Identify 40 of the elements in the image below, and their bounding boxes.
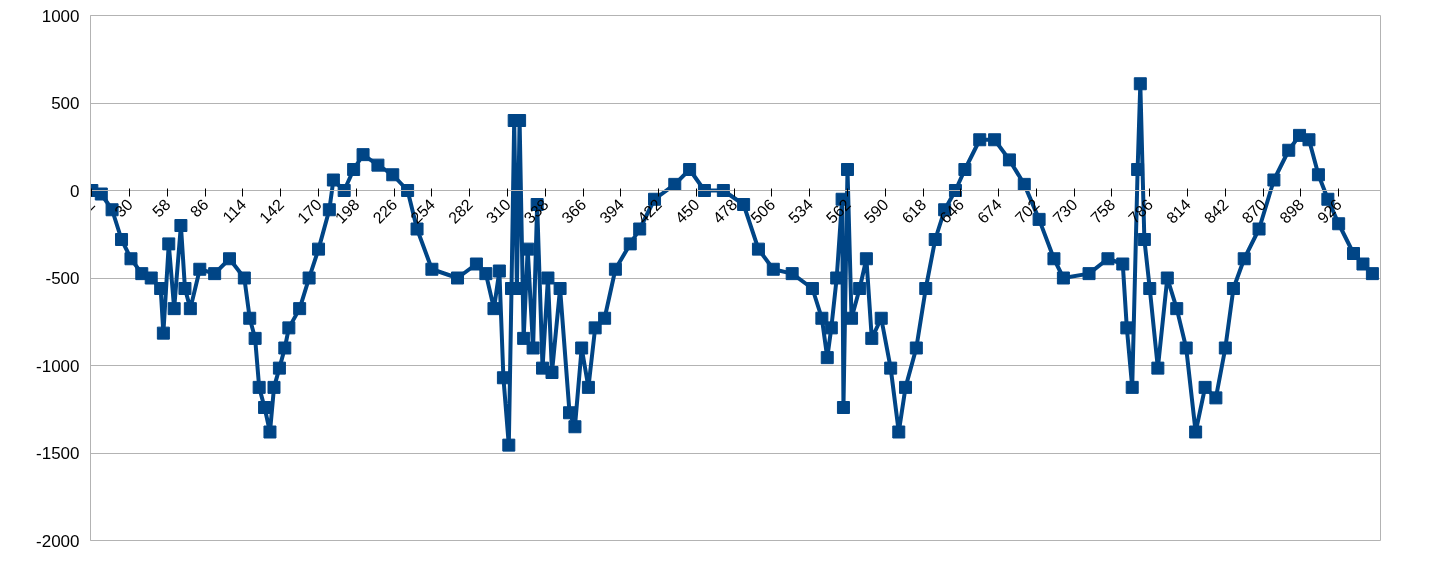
x-tick-label: 814: [1163, 195, 1194, 227]
x-tick-label: 30: [111, 195, 137, 221]
x-tick-label: 562: [822, 195, 854, 227]
x-tick-label: 114: [219, 195, 250, 226]
x-tick-label: 170: [294, 195, 325, 227]
x-tick-label: 282: [445, 195, 477, 227]
x-tick-label: 338: [520, 195, 552, 227]
x-tick-label: 758: [1087, 195, 1119, 227]
y-tick-label: 0: [70, 181, 80, 201]
x-tick-label: 674: [974, 195, 1006, 227]
x-tick-label: 394: [596, 195, 628, 227]
x-tick-label: 898: [1276, 195, 1308, 227]
x-tick-label: 450: [671, 195, 703, 227]
x-tick-label: 590: [860, 195, 892, 227]
y-tick-label: -2000: [36, 531, 80, 551]
y-tick-label: 500: [51, 94, 80, 113]
x-tick-label: 226: [369, 195, 401, 227]
x-tick-label: 506: [747, 195, 779, 227]
x-tick-label: 646: [936, 195, 968, 227]
x-tick-label: 310: [482, 195, 514, 227]
x-tick-label: 842: [1200, 195, 1232, 227]
x-tick-label: 730: [1049, 195, 1081, 227]
y-tick-label: 1000: [41, 6, 80, 26]
x-tick-label: 58: [149, 195, 174, 221]
x-tick-label: 926: [1314, 195, 1346, 227]
x-tick-label: 702: [1011, 195, 1043, 227]
x-tick-label: 254: [407, 195, 439, 227]
y-tick-label: -1000: [36, 356, 80, 376]
x-tick-label: 618: [898, 195, 930, 227]
y-tick-label: -500: [45, 269, 80, 288]
x-tick-label: 422: [634, 195, 666, 227]
x-tick-label: 366: [558, 195, 590, 227]
x-tick-label: 478: [709, 195, 741, 227]
x-tick-label: 870: [1238, 195, 1270, 227]
x-tick-label: 86: [186, 195, 212, 221]
x-tick-label: 786: [1125, 195, 1157, 227]
x-tick-label: 142: [256, 195, 288, 227]
x-tick-label: 534: [785, 195, 817, 227]
x-tick-label: 198: [331, 195, 363, 227]
y-tick-label: -1500: [36, 444, 80, 463]
